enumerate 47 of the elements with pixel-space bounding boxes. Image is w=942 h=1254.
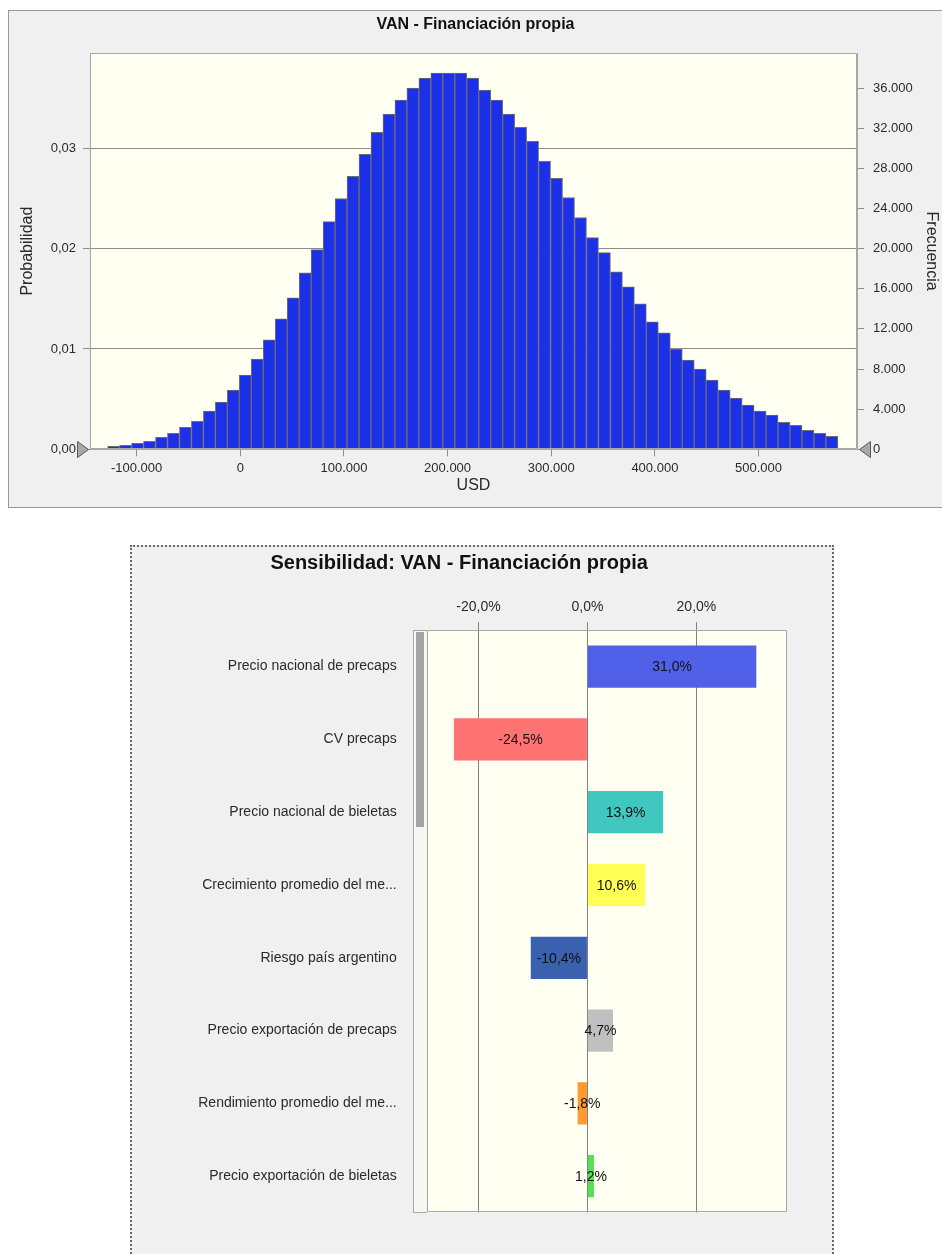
chart-title: VAN - Financiación propia [376,15,575,33]
bar [453,718,587,761]
y-tick-label: CV precaps [323,730,397,747]
y-tick-label: 0,02 [50,240,76,256]
y-tick-label: 0,01 [50,340,76,356]
y-tick-label: 0,00 [50,440,76,456]
data-label: -10,4% [536,949,582,966]
x-axis-title: USD [456,475,491,493]
y2-tick-label: 36.000 [873,79,913,95]
bar [587,791,664,834]
data-label: 31,0% [652,658,692,675]
y-axis-title: Probabilidad [18,206,36,296]
chart-title: Sensibilidad: VAN - Financiación propia [270,550,649,573]
bar [587,645,757,688]
y-tick-label: Rendimiento promedio del me... [198,1094,397,1111]
y2-tick-label: 12.000 [873,320,913,336]
y2-tick-label: 24.000 [873,200,913,216]
data-label: -24,5% [498,731,543,748]
y-tick-label: Precio exportación de bieletas [209,1167,397,1184]
x-tick-label: -100.000 [110,459,163,475]
x-tick-label: 100.000 [320,459,368,475]
x-tick-label: -20,0% [456,597,501,614]
y2-tick-label: 32.000 [873,119,913,135]
x-tick-label: 0 [236,459,244,475]
data-label: 4,7% [584,1022,617,1039]
x-tick-label: 200.000 [424,459,472,475]
x-tick-label: 0,0% [571,597,604,614]
y-tick-label: Precio nacional de precaps [227,657,397,674]
y-tick-label: Precio exportación de precaps [207,1021,397,1038]
y2-tick-label: 0 [873,440,881,456]
y-tick-label: 0,03 [50,139,76,155]
y-tick-label: Precio nacional de bieletas [229,803,397,820]
y2-axis-title: Frecuencia [923,211,941,291]
x-tick-label: 300.000 [527,459,575,475]
x-tick-label: 20,0% [676,597,717,614]
y2-tick-label: 28.000 [873,159,913,175]
y2-tick-label: 8.000 [873,360,906,376]
x-tick-label: 500.000 [735,459,783,475]
data-label: 10,6% [596,876,637,893]
y-tick-label: Riesgo país argentino [260,948,397,965]
bar [587,863,646,907]
y2-tick-label: 4.000 [873,400,906,416]
x-tick-label: 400.000 [631,459,679,475]
y-tick-label: Crecimiento promedio del me... [202,875,397,892]
data-label: 13,9% [605,804,646,821]
y2-tick-label: 20.000 [873,240,913,256]
y2-tick-label: 16.000 [873,280,913,296]
